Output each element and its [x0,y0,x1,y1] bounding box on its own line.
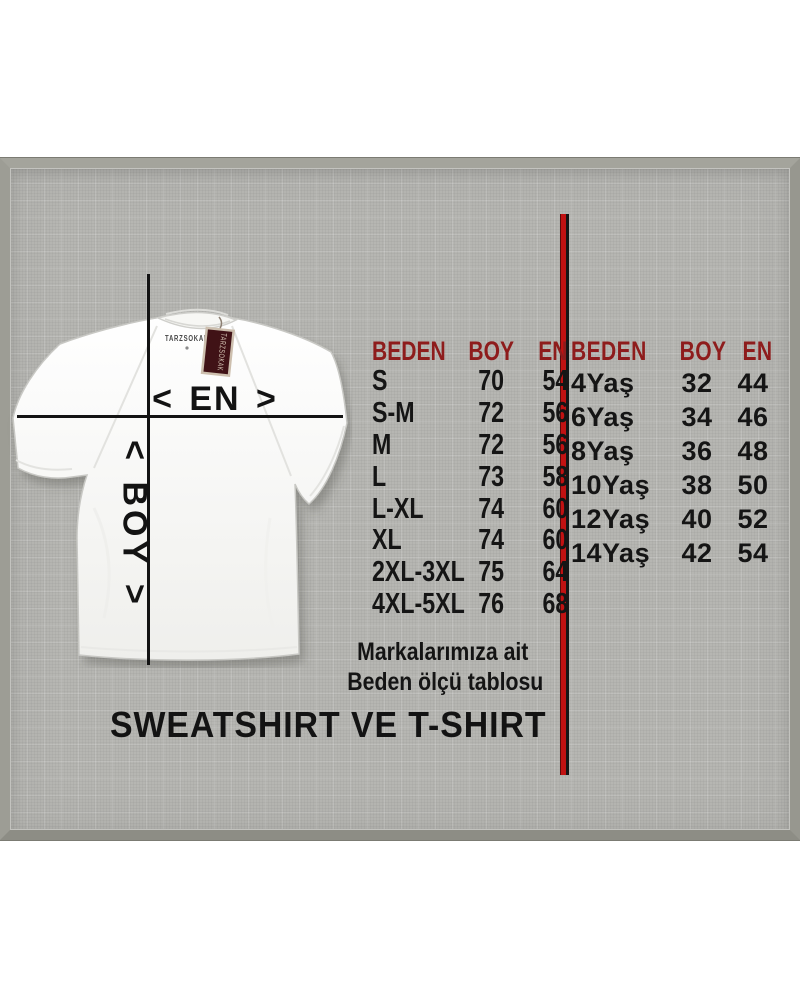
table-cell: 54 [737,537,769,568]
note-line: Beden ölçü tablosu [347,668,544,696]
table-cell: 12Yaş [571,503,651,534]
table-cell: 64 [542,556,568,589]
length-measure-line [147,274,150,665]
column-header-boy: BOY [468,335,515,366]
table-cell: M [372,429,392,461]
kids-table-body: 4Yaş 32 44 6Yaş 34 46 8Yaş 36 48 10Yaş 38 50 12Yaş 40… [571,366,787,570]
table-cell: 72 [478,397,504,430]
table-cell: 38 [681,469,713,500]
table-row: XL 74 60 [372,524,568,557]
table-cell: 60 [542,492,568,525]
table-cell: 46 [737,401,769,432]
table-cell: S [372,365,388,398]
table-cell: 32 [681,367,713,398]
length-axis-label: < BOY > [115,440,154,608]
raglan-seam-right [231,325,292,477]
table-note: Markalarımıza ait Beden ölçü tablosu [330,637,556,697]
table-row: 8Yaş 36 48 [571,434,787,468]
table-cell: S-M [372,397,415,430]
table-cell: 4XL-5XL [372,587,465,620]
table-cell: 8Yaş [571,435,635,466]
collar-brand-label: TARZSOKAK [165,334,209,343]
kids-size-table: BEDEN BOY EN 4Yaş 32 44 6Yaş 34 46 8Yaş 36 48 10Y… [571,336,787,570]
table-row: S-M 72 56 [372,397,568,430]
table-cell: 56 [542,429,568,461]
table-cell: 2XL-3XL [372,556,465,589]
width-axis-label: < EN > [152,379,278,418]
column-header-en: EN [742,335,773,366]
table-cell: 75 [478,556,504,589]
table-cell: 10Yaş [571,469,651,500]
column-header-beden: BEDEN [372,335,446,366]
table-row: 4XL-5XL 76 68 [372,587,568,621]
table-cell: 34 [681,401,713,432]
raglan-seam-left [93,325,158,469]
hang-tag-text: TARZSOKAK [215,333,228,372]
width-measure-line [17,415,343,418]
adult-table-header-row: BEDEN BOY EN [372,336,568,366]
table-row: 14Yaş 42 54 [571,536,787,570]
table-cell: 54 [542,365,568,398]
hem-seam [80,646,298,653]
collar-back-seam [165,308,229,316]
table-row: L 73 58 [372,461,568,493]
table-cell: 40 [681,503,713,534]
note-line: Markalarımıza ait [357,638,529,666]
cuff-seam-left [15,459,73,471]
collar-size-mark [185,346,189,350]
collar-inner-seam [164,318,231,327]
table-row: 12Yaş 40 52 [571,502,787,536]
table-cell: 68 [542,587,568,620]
table-cell: 56 [542,397,568,430]
table-cell: 48 [737,435,769,466]
adult-table-body: S 70 54 S-M 72 56 M 72 56 L 73 58 L-XL 74 60 XL 74 60 2XL-… [372,365,568,621]
table-cell: 36 [681,435,713,466]
table-row: M 72 56 [372,429,568,462]
table-cell: XL [372,524,402,557]
adult-size-table: BEDEN BOY EN S 70 54 S-M 72 56 M 72 56 L 73 58 L-XL 7… [372,336,568,620]
table-cell: 52 [737,503,769,534]
column-header-en: EN [538,335,568,366]
table-cell: 70 [478,365,504,398]
table-row: L-XL 74 60 [372,493,568,525]
table-row: 10Yaş 38 50 [571,468,787,502]
table-cell: 14Yaş [571,537,651,568]
kids-table-header-row: BEDEN BOY EN [571,336,787,366]
table-cell: 74 [478,492,504,525]
table-cell: 74 [478,524,504,557]
tshirt-illustration: TARZSOKAK TARZSOKAK [12,308,352,668]
table-cell: 60 [542,524,568,557]
wrinkle [92,507,111,619]
cuff-seam-right [309,425,345,497]
column-header-beden: BEDEN [571,335,647,366]
table-cell: 76 [478,587,504,620]
table-cell: 72 [478,429,504,461]
table-row: 6Yaş 34 46 [571,400,787,434]
page-title: SWEATSHIRT VE T-SHIRT [110,704,547,745]
column-header-boy: BOY [679,335,727,366]
table-cell: 6Yaş [571,401,635,432]
table-cell: 58 [542,460,568,493]
shirt-body [12,312,348,661]
table-row: 2XL-3XL 75 64 [372,556,568,589]
table-cell: 44 [737,367,769,398]
table-row: 4Yaş 32 44 [571,366,787,400]
red-divider-line [560,214,569,775]
wrinkle [264,517,275,629]
table-cell: L [372,460,387,493]
table-cell: 73 [478,460,504,493]
table-row: S 70 54 [372,365,568,398]
table-cell: 42 [681,537,713,568]
gray-panel [0,158,800,840]
table-cell: 50 [737,469,769,500]
table-cell: 4Yaş [571,367,635,398]
hang-tag: TARZSOKAK [200,326,236,377]
table-cell: L-XL [372,492,424,525]
